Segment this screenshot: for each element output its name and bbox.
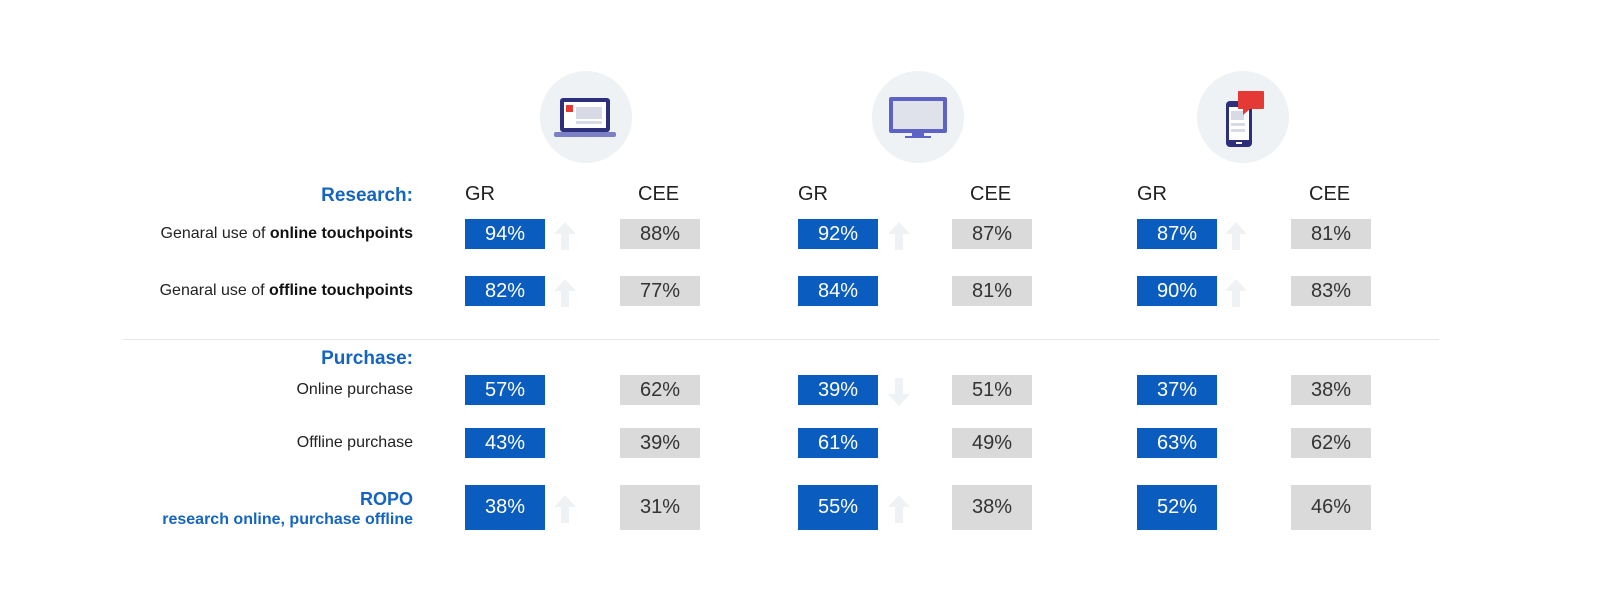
row-label-text: Online purchase bbox=[296, 381, 413, 398]
laptop-icon bbox=[554, 98, 616, 137]
row-label-text: Genaral use of bbox=[160, 225, 270, 242]
column-header-gr: GR bbox=[1137, 183, 1167, 205]
row-label-ropo: ROPO research online, purchase offline bbox=[162, 488, 413, 530]
value-box-cee: 62% bbox=[620, 375, 700, 405]
row-label-3: Offline purchase bbox=[297, 434, 413, 452]
value-box-cee: 49% bbox=[952, 428, 1032, 458]
arrow-up-icon bbox=[554, 279, 576, 307]
section-title-research: Research: bbox=[321, 185, 413, 206]
value-box-gr: 94% bbox=[465, 219, 545, 249]
value-box-cee: 77% bbox=[620, 276, 700, 306]
column-header-cee: CEE bbox=[1309, 183, 1351, 205]
value-box-cee: 38% bbox=[1291, 375, 1371, 405]
laptop-icon-circle bbox=[540, 71, 632, 163]
value-box-gr: 55% bbox=[798, 485, 878, 530]
value-box-cee: 46% bbox=[1291, 485, 1371, 530]
value-box-gr: 92% bbox=[798, 219, 878, 249]
column-header-gr: GR bbox=[465, 183, 495, 205]
arrow-up-icon bbox=[554, 222, 576, 250]
column-header-cee: CEE bbox=[970, 183, 1012, 205]
value-box-cee: 39% bbox=[620, 428, 700, 458]
row-label-bold: online touchpoints bbox=[269, 225, 413, 242]
value-box-gr: 57% bbox=[465, 375, 545, 405]
ropo-subtitle: research online, purchase offline bbox=[162, 511, 413, 528]
ropo-title: ROPO bbox=[359, 489, 413, 509]
value-box-gr: 84% bbox=[798, 276, 878, 306]
arrow-up-icon bbox=[1225, 222, 1247, 250]
row-label-0: Genaral use of online touchpoints bbox=[161, 225, 414, 243]
arrow-up-icon bbox=[1225, 279, 1247, 307]
smartphone-icon-circle bbox=[1197, 71, 1289, 163]
value-box-gr: 61% bbox=[798, 428, 878, 458]
smartphone-icon bbox=[1226, 91, 1264, 147]
arrow-up-icon bbox=[554, 495, 576, 523]
arrow-up-icon bbox=[888, 222, 910, 250]
value-box-cee: 81% bbox=[1291, 219, 1371, 249]
section-divider bbox=[123, 339, 1439, 340]
tv-icon bbox=[889, 97, 947, 138]
value-box-cee: 31% bbox=[620, 485, 700, 530]
arrow-up-icon bbox=[888, 495, 910, 523]
value-box-gr: 63% bbox=[1137, 428, 1217, 458]
row-label-bold: offline touchpoints bbox=[269, 282, 413, 299]
value-box-gr: 87% bbox=[1137, 219, 1217, 249]
value-box-gr: 38% bbox=[465, 485, 545, 530]
value-box-cee: 88% bbox=[620, 219, 700, 249]
row-label-text: Genaral use of bbox=[159, 282, 270, 299]
tv-icon-circle bbox=[872, 71, 964, 163]
value-box-cee: 87% bbox=[952, 219, 1032, 249]
value-box-gr: 52% bbox=[1137, 485, 1217, 530]
row-label-2: Online purchase bbox=[296, 381, 413, 399]
column-header-cee: CEE bbox=[638, 183, 680, 205]
value-box-cee: 51% bbox=[952, 375, 1032, 405]
value-box-gr: 90% bbox=[1137, 276, 1217, 306]
column-header-gr: GR bbox=[798, 183, 828, 205]
value-box-gr: 37% bbox=[1137, 375, 1217, 405]
value-box-cee: 81% bbox=[952, 276, 1032, 306]
arrow-down-icon bbox=[888, 378, 910, 406]
value-box-gr: 39% bbox=[798, 375, 878, 405]
value-box-cee: 62% bbox=[1291, 428, 1371, 458]
value-box-gr: 82% bbox=[465, 276, 545, 306]
value-box-gr: 43% bbox=[465, 428, 545, 458]
section-title-purchase: Purchase: bbox=[321, 348, 413, 369]
row-label-1: Genaral use of offline touchpoints bbox=[160, 282, 413, 300]
value-box-cee: 83% bbox=[1291, 276, 1371, 306]
value-box-cee: 38% bbox=[952, 485, 1032, 530]
row-label-text: Offline purchase bbox=[296, 434, 413, 451]
